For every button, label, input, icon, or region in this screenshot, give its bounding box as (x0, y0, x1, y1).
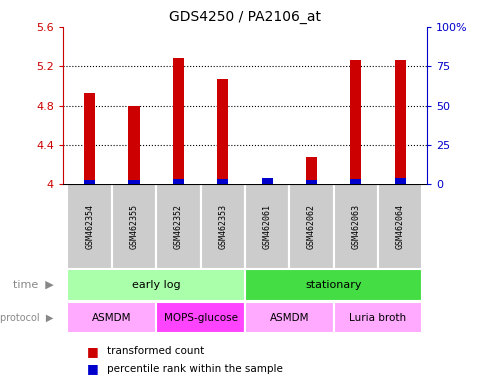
Text: GSM462063: GSM462063 (350, 204, 360, 249)
Text: ■: ■ (87, 345, 99, 358)
Text: GSM462355: GSM462355 (129, 204, 138, 249)
Bar (172, 179, 183, 184)
Bar (333, 302, 422, 333)
Bar (128, 106, 139, 184)
Bar (84, 93, 95, 184)
Bar (84, 180, 95, 184)
Text: GSM462064: GSM462064 (395, 204, 404, 249)
Bar (67, 184, 112, 269)
Text: GSM462062: GSM462062 (306, 204, 315, 249)
Text: transformed count: transformed count (106, 346, 204, 356)
Bar (244, 270, 422, 301)
Bar (349, 60, 361, 184)
Bar (156, 184, 200, 269)
Title: GDS4250 / PA2106_at: GDS4250 / PA2106_at (168, 10, 320, 25)
Bar (67, 302, 156, 333)
Text: time  ▶: time ▶ (13, 280, 53, 290)
Text: ASMDM: ASMDM (269, 313, 308, 323)
Bar (128, 180, 139, 184)
Text: ASMDM: ASMDM (92, 313, 131, 323)
Bar (288, 184, 333, 269)
Bar (261, 179, 272, 184)
Bar (112, 184, 156, 269)
Bar (377, 184, 422, 269)
Text: MOPS-glucose: MOPS-glucose (163, 313, 237, 323)
Bar (156, 302, 244, 333)
Bar (172, 58, 183, 184)
Text: GSM462352: GSM462352 (174, 204, 182, 249)
Bar (200, 184, 244, 269)
Bar (217, 179, 228, 184)
Bar (305, 180, 317, 184)
Text: GSM462354: GSM462354 (85, 204, 94, 249)
Bar (333, 184, 377, 269)
Bar (217, 79, 228, 184)
Text: Luria broth: Luria broth (348, 313, 406, 323)
Bar (244, 302, 333, 333)
Bar (394, 60, 405, 184)
Text: growth protocol  ▶: growth protocol ▶ (0, 313, 53, 323)
Text: GSM462061: GSM462061 (262, 204, 271, 249)
Text: stationary: stationary (305, 280, 361, 290)
Bar (244, 184, 288, 269)
Bar (305, 157, 317, 184)
Bar (261, 178, 272, 184)
Bar (67, 270, 244, 301)
Text: ■: ■ (87, 362, 99, 375)
Text: percentile rank within the sample: percentile rank within the sample (106, 364, 282, 374)
Bar (394, 178, 405, 184)
Text: early log: early log (132, 280, 180, 290)
Bar (349, 179, 361, 184)
Text: GSM462353: GSM462353 (218, 204, 227, 249)
